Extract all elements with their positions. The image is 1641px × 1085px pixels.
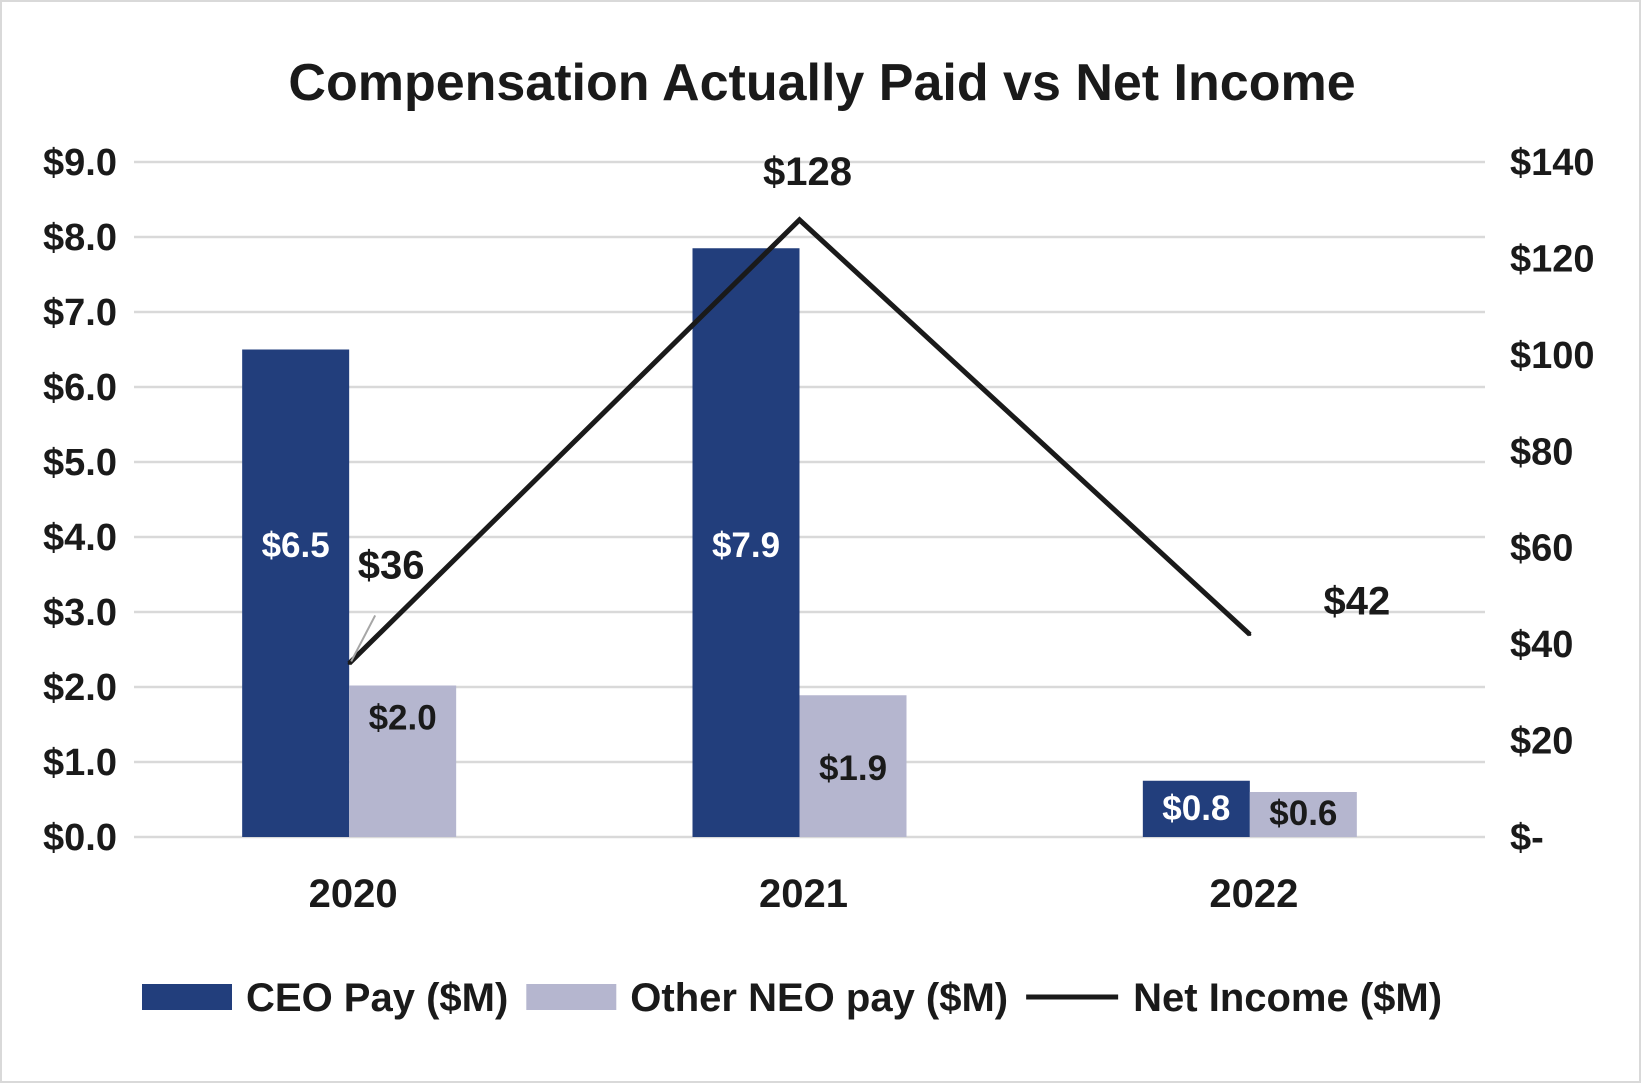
- left-tick-label: $6.0: [43, 367, 117, 409]
- line-point: [798, 218, 801, 222]
- legend-swatch: [526, 984, 617, 1010]
- left-tick-label: $2.0: [43, 667, 117, 709]
- bar-series: $6.5 $2.0 $7.9 $1.9 $0.8 $0.6: [242, 248, 1357, 837]
- bar: [1249, 792, 1357, 837]
- label-leader-line: [350, 614, 377, 662]
- right-tick-label: $20: [1510, 721, 1573, 763]
- left-tick-label: $1.0: [43, 742, 117, 784]
- bar: [799, 695, 907, 837]
- line-data-label: $36: [358, 543, 425, 587]
- right-axis: $- $20 $40 $60 $80 $100 $120 $140: [1510, 142, 1595, 859]
- category-label: 2021: [759, 872, 848, 916]
- right-tick-label: $60: [1510, 528, 1573, 570]
- right-tick-label: $140: [1510, 142, 1595, 184]
- right-tick-label: $-: [1510, 817, 1544, 859]
- bar: [242, 349, 350, 837]
- line-data-label: $42: [1323, 580, 1390, 624]
- bar-data-label: $0.8: [1162, 789, 1230, 828]
- left-tick-label: $8.0: [43, 217, 117, 259]
- left-tick-label: $3.0: [43, 592, 117, 634]
- right-tick-label: $40: [1510, 624, 1573, 666]
- right-tick-label: $80: [1510, 431, 1573, 473]
- left-tick-label: $4.0: [43, 517, 117, 559]
- bar-data-label: $0.6: [1269, 794, 1337, 833]
- legend-swatch: [142, 984, 232, 1010]
- left-tick-label: $0.0: [43, 817, 117, 859]
- bar: [349, 685, 457, 837]
- bar-data-label: $7.9: [712, 526, 780, 565]
- left-tick-label: $5.0: [43, 442, 117, 484]
- legend: CEO Pay ($M) Other NEO pay ($M) Net Income…: [142, 976, 1442, 1020]
- bar: [1142, 780, 1250, 837]
- category-axis: 2020 2021 2022: [309, 872, 1299, 916]
- line-point: [347, 661, 351, 665]
- left-tick-label: $9.0: [43, 142, 117, 184]
- line-data-label: $128: [763, 150, 852, 194]
- bar-data-label: $6.5: [262, 526, 330, 565]
- bar: [692, 248, 800, 837]
- left-axis: $0.0 $1.0 $2.0 $3.0 $4.0 $5.0 $6.0 $7.0 $8.0 $9.0: [43, 142, 117, 859]
- right-tick-label: $100: [1510, 335, 1595, 377]
- left-tick-label: $7.0: [43, 292, 117, 334]
- line-point: [1248, 633, 1252, 636]
- legend-label: Other NEO pay ($M): [630, 976, 1008, 1020]
- legend-label: Net Income ($M): [1133, 976, 1442, 1020]
- legend-label: CEO Pay ($M): [246, 976, 508, 1020]
- bar-data-label: $1.9: [819, 749, 887, 788]
- category-label: 2020: [309, 872, 398, 916]
- bar-data-label: $2.0: [369, 699, 437, 738]
- chart-title: Compensation Actually Paid vs Net Income: [288, 54, 1355, 112]
- category-label: 2022: [1209, 872, 1298, 916]
- right-tick-label: $120: [1510, 238, 1595, 280]
- line-series: $36 $128 $42: [347, 150, 1390, 666]
